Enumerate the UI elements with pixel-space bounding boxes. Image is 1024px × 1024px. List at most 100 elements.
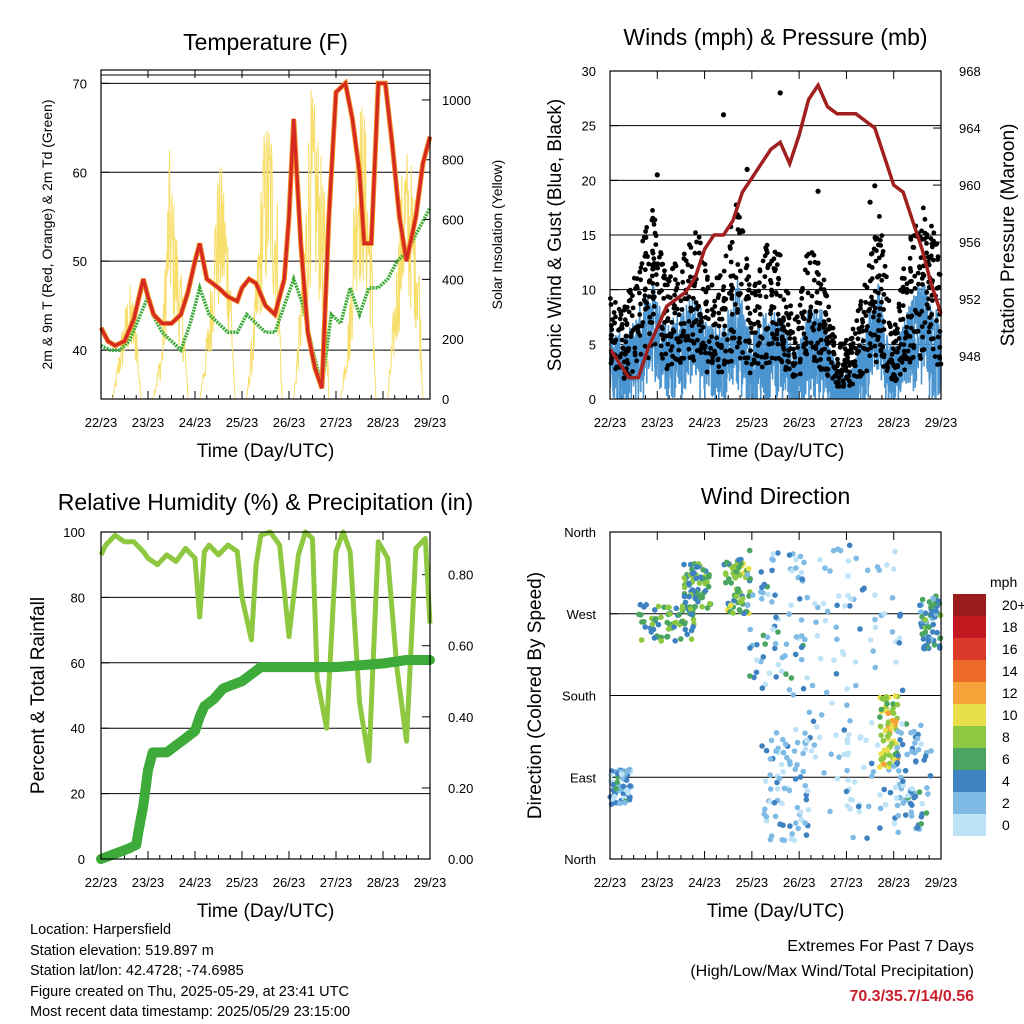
gust-point — [842, 360, 848, 366]
gust-point — [717, 273, 723, 278]
gust-point — [860, 328, 866, 334]
wind-direction-points — [607, 542, 944, 844]
y-tick-label: North — [564, 852, 596, 867]
wind-direction-point — [802, 782, 809, 789]
y2-axis-label: Solar Insolation (Yellow) — [489, 160, 505, 310]
gust-point — [669, 320, 675, 325]
gust-point — [746, 339, 752, 345]
gust-point — [792, 316, 798, 322]
wind-direction-point — [617, 800, 623, 807]
gust-point — [877, 273, 882, 278]
wind-direction-point — [822, 617, 829, 624]
gust-point — [788, 303, 793, 309]
wind-direction-point — [902, 767, 909, 774]
gust-point — [908, 325, 914, 331]
precip-series — [96, 655, 435, 864]
y-tick-label: 40 — [71, 721, 85, 736]
wind-direction-point — [890, 701, 896, 707]
wind-direction-point — [794, 762, 800, 768]
gust-point — [867, 199, 873, 205]
y-axis-label: Percent & Total Rainfall — [28, 597, 49, 794]
gust-point — [826, 304, 832, 310]
wind-direction-point — [778, 668, 785, 675]
wind-direction-point — [931, 642, 938, 648]
gust-point — [769, 292, 775, 298]
gust-point — [757, 280, 762, 285]
y2-tick-label: 968 — [959, 64, 981, 79]
gust-point — [679, 307, 685, 312]
gust-point — [860, 319, 866, 325]
gust-point — [902, 352, 907, 358]
gust-point — [680, 269, 685, 275]
gust-point — [809, 293, 815, 299]
wind-direction-point — [881, 786, 887, 793]
wind-direction-point — [900, 782, 907, 789]
wind-direction-point — [800, 750, 806, 757]
wind-direction-point — [810, 718, 817, 725]
humidity-precip-panel: Relative Humidity (%) & Precipitation (i… — [28, 489, 473, 922]
x-tick-label: 26/23 — [783, 415, 816, 430]
wind-direction-point — [833, 732, 839, 738]
gust-point — [818, 357, 823, 362]
legend-swatch — [953, 814, 986, 836]
wind-direction-point — [800, 685, 807, 692]
gust-point — [845, 348, 851, 354]
gust-point — [643, 235, 649, 241]
gust-point — [791, 363, 796, 368]
wind-direction-point — [874, 564, 881, 570]
gust-point — [658, 251, 664, 257]
gust-point — [931, 257, 936, 263]
wind-direction-point — [619, 771, 625, 777]
wind-direction-point — [925, 637, 932, 644]
wind-direction-point — [814, 632, 821, 639]
gust-point — [757, 340, 762, 346]
plot-frame — [100, 69, 431, 400]
x-tick-label: 25/23 — [736, 875, 769, 890]
wind-direction-point — [682, 626, 688, 633]
gust-point — [831, 349, 836, 355]
gust-point — [642, 267, 648, 273]
gust-point — [645, 254, 650, 259]
wind-direction-point — [840, 651, 847, 658]
wind-direction-point — [673, 619, 679, 626]
gust-point — [872, 305, 878, 311]
gust-point — [788, 311, 794, 316]
plot-frame — [100, 531, 431, 860]
gust-point — [672, 261, 678, 267]
gust-point — [642, 299, 648, 304]
gust-point — [882, 263, 888, 269]
gust-point — [757, 267, 763, 273]
wind-direction-point — [795, 825, 801, 832]
gust-point — [876, 313, 882, 318]
wind-direction-point — [681, 593, 688, 600]
gust-point — [696, 234, 702, 240]
wind-direction-point — [727, 602, 734, 609]
gust-point — [650, 289, 656, 295]
gust-point — [704, 277, 710, 282]
gust-point — [649, 217, 655, 223]
wind-direction-point — [686, 580, 692, 587]
gust-point — [896, 345, 901, 351]
wind-direction-point — [773, 614, 779, 621]
gust-point — [922, 320, 928, 325]
gust-point — [644, 225, 650, 230]
gust-point — [774, 336, 780, 342]
gust-point — [696, 322, 702, 328]
gust-point — [774, 321, 779, 327]
gust-point — [917, 312, 922, 317]
gust-point — [902, 367, 907, 373]
y-tick-label: North — [564, 525, 596, 540]
gust-point — [721, 268, 727, 274]
y2-tick-label: 952 — [959, 292, 981, 307]
gust-point — [744, 360, 749, 366]
wind-direction-point — [930, 621, 936, 628]
gust-point — [806, 318, 812, 323]
y2-tick-label: 956 — [959, 235, 981, 250]
wind-direction-point — [818, 712, 825, 718]
wind-direction-point — [704, 605, 711, 611]
gust-point — [673, 287, 679, 293]
gust-point — [764, 242, 770, 248]
wind-direction-point — [753, 669, 760, 676]
wind-direction-point — [692, 603, 698, 610]
